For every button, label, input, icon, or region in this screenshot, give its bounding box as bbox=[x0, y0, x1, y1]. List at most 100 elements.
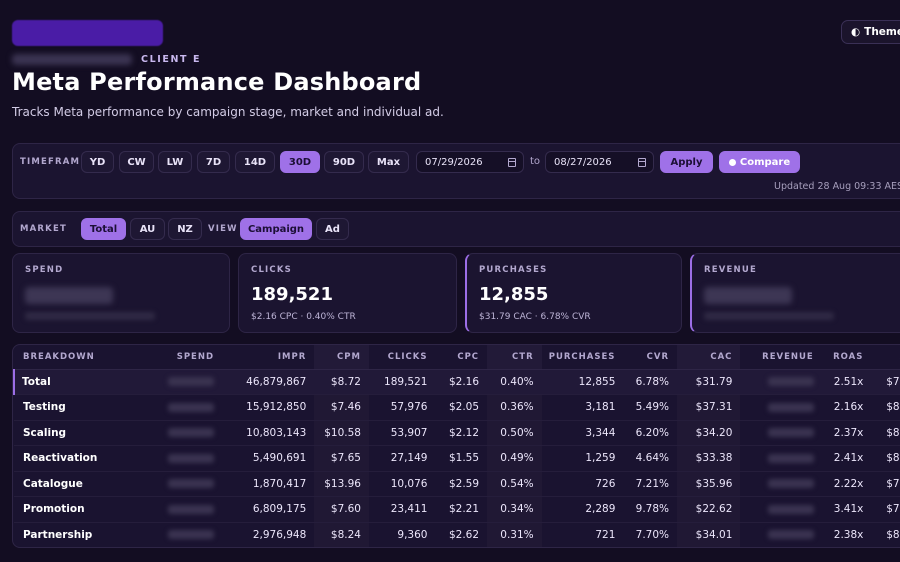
timeframe-7d[interactable]: 7D bbox=[197, 151, 230, 173]
cell-impr: 2,976,948 bbox=[222, 522, 315, 547]
kpi-sub: $31.79 CAC · 6.78% CVR bbox=[479, 312, 591, 322]
cell-ctr: 0.50% bbox=[487, 420, 542, 446]
cell-name: Promotion bbox=[14, 496, 153, 523]
table-row[interactable]: Reactivation 5,490,691 $7.65 27,149 $1.55 0.4… bbox=[14, 445, 900, 472]
table-row[interactable]: Promotion 6,809,175 $7.60 23,411 $2.21 0.34% 2… bbox=[14, 496, 900, 523]
cell-cpc: $2.62 bbox=[435, 522, 488, 547]
cell-ctr: 0.40% bbox=[487, 369, 542, 395]
cell-cpm: $8.72 bbox=[314, 369, 369, 395]
cell-roas: 2.22x bbox=[821, 471, 872, 497]
column-header[interactable]: BREAKDOWN bbox=[14, 345, 153, 370]
cell-aov: $81.01 bbox=[871, 522, 900, 547]
column-header[interactable]: CTR bbox=[487, 345, 542, 370]
timeframe-90d[interactable]: 90D bbox=[324, 151, 364, 173]
view-campaign[interactable]: Campaign bbox=[240, 218, 312, 240]
cell-aov: $80.60 bbox=[871, 394, 900, 421]
cell-ctr: 0.54% bbox=[487, 471, 542, 497]
cell-cpc: $2.16 bbox=[435, 369, 488, 395]
kpi-label: REVENUE bbox=[704, 265, 757, 275]
timeframe-lw[interactable]: LW bbox=[158, 151, 192, 173]
table-row[interactable]: Scaling 10,803,143 $10.58 53,907 $2.12 0.50% 3… bbox=[14, 420, 900, 446]
cell-clicks: 57,976 bbox=[368, 394, 436, 421]
market-nz[interactable]: NZ bbox=[168, 218, 202, 240]
cell-clicks: 189,521 bbox=[368, 369, 436, 395]
cell-purchases: 1,259 bbox=[541, 445, 624, 472]
calendar-icon[interactable] bbox=[638, 158, 646, 167]
cell-spend-redacted bbox=[152, 369, 223, 395]
date-from-input[interactable]: 07/29/2026 bbox=[416, 151, 524, 173]
date-to-label: to bbox=[530, 156, 541, 167]
table-header-row: BREAKDOWN SPEND IMPR CPM CLICKS CPC CTR … bbox=[14, 345, 900, 370]
cell-purchases: 12,855 bbox=[541, 369, 624, 395]
half-circle-icon: ◐ bbox=[851, 26, 861, 38]
column-header[interactable]: CPM bbox=[314, 345, 369, 370]
cell-impr: 1,870,417 bbox=[222, 471, 315, 497]
kpi-purchases-card: PURCHASES 12,855 $31.79 CAC · 6.78% CVR bbox=[465, 253, 682, 333]
view-label: VIEW bbox=[208, 224, 238, 234]
column-header[interactable]: AOV bbox=[871, 345, 900, 370]
view-ad[interactable]: Ad bbox=[316, 218, 349, 240]
cell-spend-redacted bbox=[152, 420, 223, 446]
cell-cac: $31.79 bbox=[677, 369, 741, 395]
cell-impr: 46,879,867 bbox=[222, 369, 315, 395]
cell-cvr: 4.64% bbox=[623, 445, 677, 472]
cell-revenue-redacted bbox=[740, 394, 822, 421]
cell-revenue-redacted bbox=[740, 496, 822, 523]
cell-cvr: 6.78% bbox=[623, 369, 677, 395]
page-subtitle: Tracks Meta performance by campaign stag… bbox=[12, 105, 444, 119]
column-header[interactable]: ROAS bbox=[821, 345, 872, 370]
column-header[interactable]: PURCHASES bbox=[541, 345, 624, 370]
column-header[interactable]: REVENUE bbox=[740, 345, 822, 370]
kpi-sub: $2.16 CPC · 0.40% CTR bbox=[251, 312, 356, 322]
cell-cpc: $2.21 bbox=[435, 496, 488, 523]
column-header[interactable]: CLICKS bbox=[368, 345, 436, 370]
cell-cpm: $7.60 bbox=[314, 496, 369, 523]
column-header[interactable]: IMPR bbox=[222, 345, 315, 370]
column-header[interactable]: CVR bbox=[623, 345, 677, 370]
timeframe-14d[interactable]: 14D bbox=[235, 151, 275, 173]
cell-aov: $81.05 bbox=[871, 420, 900, 446]
cell-ctr: 0.34% bbox=[487, 496, 542, 523]
cell-impr: 10,803,143 bbox=[222, 420, 315, 446]
table-row[interactable]: Partnership 2,976,948 $8.24 9,360 $2.62 0.31%… bbox=[14, 522, 900, 547]
column-header[interactable]: CAC bbox=[677, 345, 741, 370]
cell-revenue-redacted bbox=[740, 522, 822, 547]
cell-clicks: 10,076 bbox=[368, 471, 436, 497]
table-row-total[interactable]: Total 46,879,867 $8.72 189,521 $2.16 0.40% 12,… bbox=[13, 369, 900, 395]
compare-label: Compare bbox=[739, 156, 791, 168]
cell-revenue-redacted bbox=[740, 445, 822, 472]
compare-dot-icon bbox=[728, 158, 736, 166]
timeframe-30d[interactable]: 30D bbox=[280, 151, 320, 173]
theme-label: Theme bbox=[864, 26, 900, 38]
timeframe-cw[interactable]: CW bbox=[119, 151, 154, 173]
timeframe-max[interactable]: Max bbox=[368, 151, 409, 173]
cell-clicks: 27,149 bbox=[368, 445, 436, 472]
cell-cvr: 5.49% bbox=[623, 394, 677, 421]
market-total[interactable]: Total bbox=[81, 218, 126, 240]
table-row[interactable]: Testing 15,912,850 $7.46 57,976 $2.05 0.36% 3,… bbox=[14, 394, 900, 421]
cell-aov: $79.93 bbox=[871, 369, 900, 395]
table-row[interactable]: Catalogue 1,870,417 $13.96 10,076 $2.59 0.54%… bbox=[14, 471, 900, 497]
cell-cac: $35.96 bbox=[677, 471, 741, 497]
cell-purchases: 721 bbox=[541, 522, 624, 547]
timeframe-yd[interactable]: YD bbox=[81, 151, 114, 173]
compare-button[interactable]: Compare bbox=[719, 151, 800, 173]
kpi-label: PURCHASES bbox=[479, 265, 548, 275]
cell-aov: $80.52 bbox=[871, 445, 900, 472]
market-au[interactable]: AU bbox=[130, 218, 165, 240]
kpi-spend-card: SPEND bbox=[12, 253, 230, 333]
page-title: Meta Performance Dashboard bbox=[12, 68, 422, 96]
cell-aov: $77.20 bbox=[871, 496, 900, 523]
kpi-value: 12,855 bbox=[479, 284, 549, 305]
column-header[interactable]: SPEND bbox=[152, 345, 223, 370]
apply-button[interactable]: Apply bbox=[660, 151, 713, 173]
kpi-sub-redacted bbox=[25, 312, 229, 323]
calendar-icon[interactable] bbox=[508, 158, 516, 167]
theme-toggle-button[interactable]: ◐ Theme bbox=[841, 20, 900, 44]
kpi-sub-redacted bbox=[704, 312, 900, 323]
date-to-input[interactable]: 08/27/2026 bbox=[545, 151, 654, 173]
kpi-clicks-card: CLICKS 189,521 $2.16 CPC · 0.40% CTR bbox=[238, 253, 457, 333]
column-header[interactable]: CPC bbox=[435, 345, 488, 370]
cell-spend-redacted bbox=[152, 471, 223, 497]
updated-timestamp: Updated 28 Aug 09:33 AEST bbox=[774, 181, 900, 192]
